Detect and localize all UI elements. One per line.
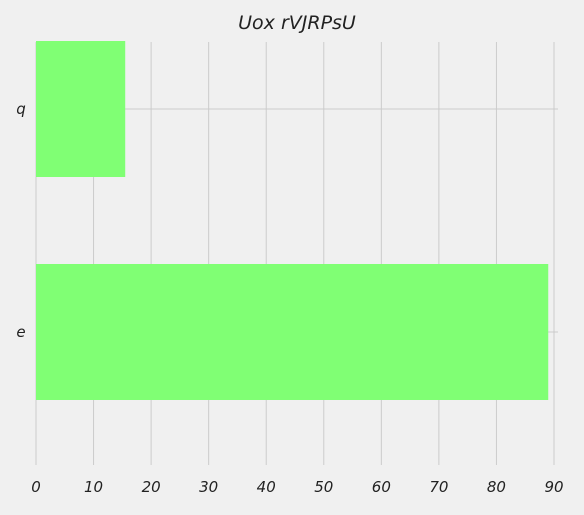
- x-axis-ticks: 0 10 20 30 40 50 60 70 80 90: [31, 478, 563, 496]
- bar-q: [36, 41, 126, 177]
- x-tick-label: 40: [257, 478, 276, 496]
- bar-e: [36, 264, 549, 400]
- x-tick-label: 70: [429, 478, 448, 496]
- y-tick-label: e: [16, 323, 25, 341]
- x-tick-label: 10: [84, 478, 103, 496]
- y-tick-label: q: [16, 100, 26, 118]
- x-tick-label: 0: [31, 478, 41, 496]
- x-tick-label: 20: [142, 478, 161, 496]
- x-tick-label: 60: [372, 478, 391, 496]
- bars: [36, 41, 549, 400]
- y-axis-ticks: eq: [16, 100, 26, 341]
- x-tick-label: 30: [199, 478, 218, 496]
- chart-title: Uox rVJRPsU: [238, 12, 356, 34]
- x-tick-label: 50: [314, 478, 333, 496]
- x-tick-label: 80: [487, 478, 506, 496]
- x-tick-label: 90: [544, 478, 563, 496]
